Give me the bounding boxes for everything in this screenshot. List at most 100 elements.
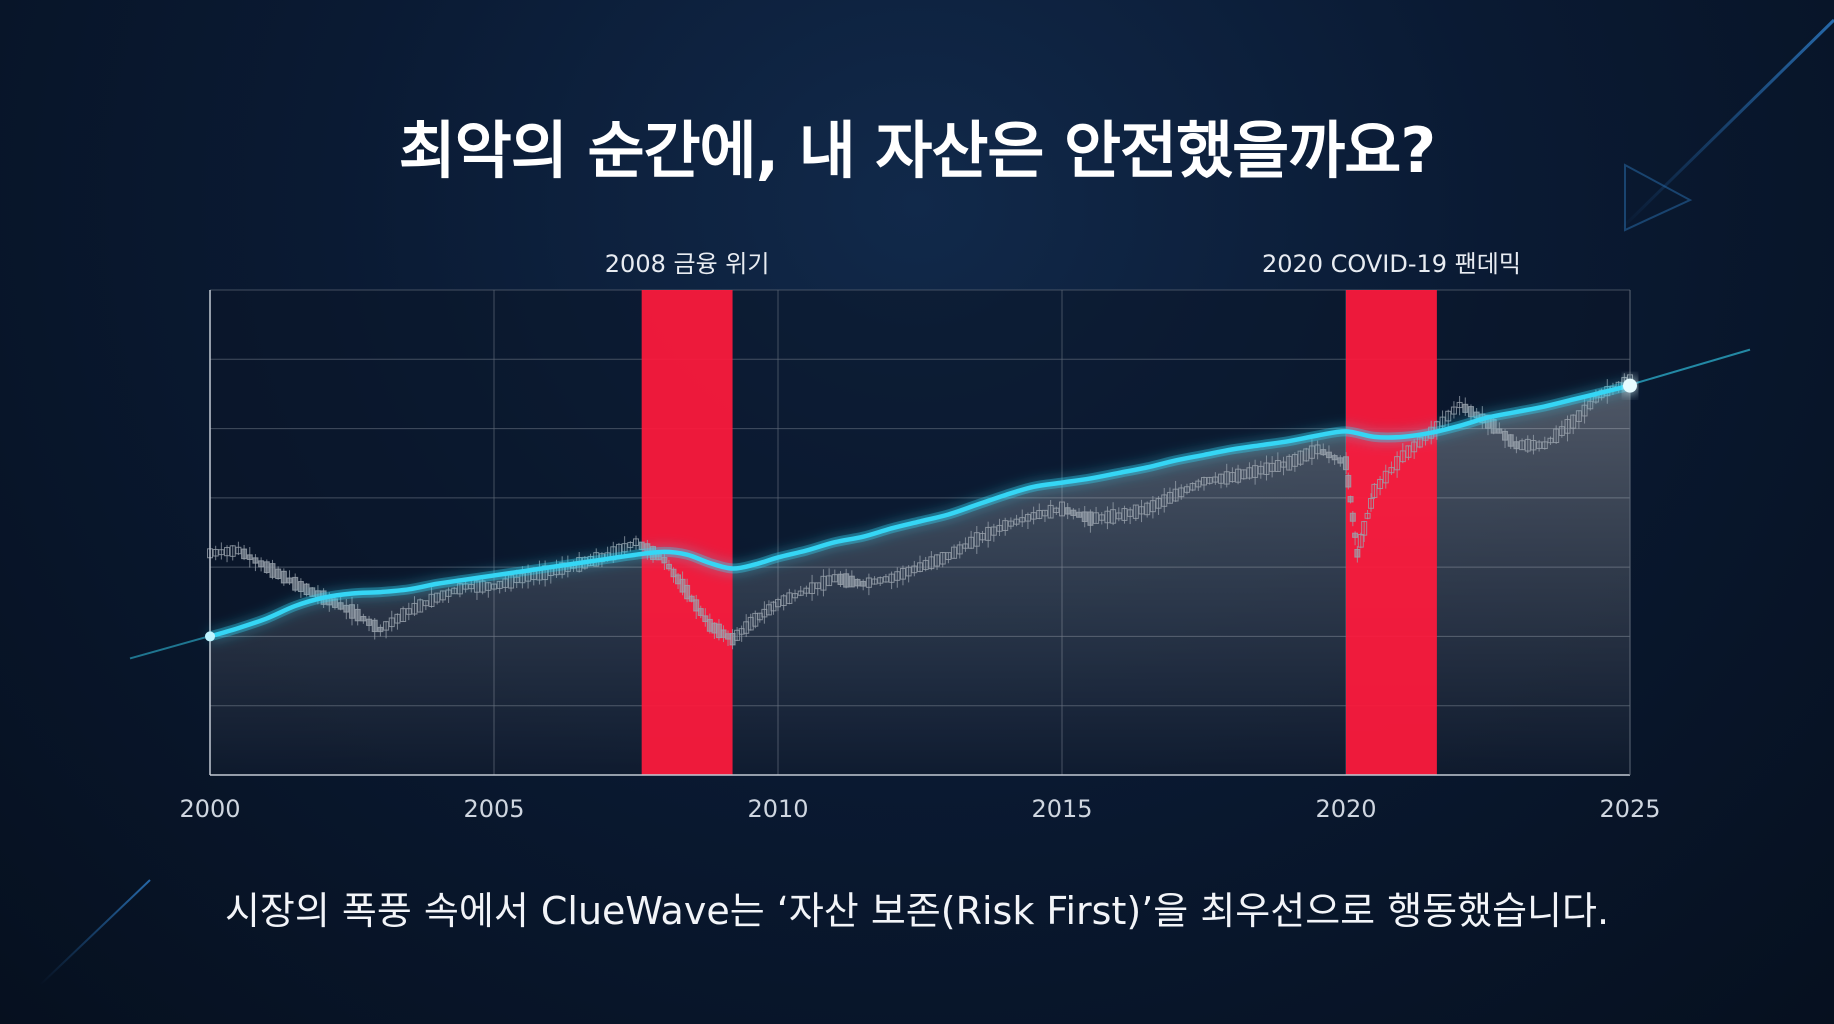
candle-body [371,619,378,633]
candle-body [1206,476,1213,484]
candle-body [1229,472,1236,483]
candle-body [911,565,918,574]
line-area-fill [210,385,1630,775]
candle-body [1201,477,1207,486]
candle-body [894,571,901,581]
candle-body [797,590,804,596]
candle-body [877,577,884,584]
candle-body [1280,461,1287,468]
candle-body [860,580,867,587]
candle-body [792,593,799,599]
x-tick-label: 2000 [179,795,241,823]
candle-body [445,589,452,597]
candle-body [831,574,838,583]
x-tick-label: 2025 [1599,795,1661,823]
candle-body [922,559,929,570]
candle-body [1246,467,1253,479]
candle-body [1030,512,1037,520]
candle-body [1257,465,1264,475]
candle-body [1411,441,1418,453]
candle-body [775,599,781,608]
candle-body [693,599,700,612]
end-point [1623,378,1637,393]
candle-body [1070,509,1077,516]
candle-body [1507,434,1514,447]
candle-body [1462,403,1469,413]
candle-body [670,568,677,578]
candle-body [882,576,889,583]
candle-body [1513,441,1520,450]
candle-body [633,538,639,546]
candle-body [411,602,418,615]
candle-body [803,587,810,594]
candle-body [1178,487,1185,498]
x-tick-label: 2005 [463,795,525,823]
candle-body [1274,459,1281,472]
candle-body [275,568,282,580]
candle-body [688,595,695,602]
candle-body [1104,510,1111,524]
candle-body [945,552,952,561]
candle-body [241,548,248,560]
candle-body [1581,404,1588,417]
candle-body [1337,457,1344,464]
candle-body [337,602,344,610]
candle-body [1371,483,1378,498]
candle-body [1524,438,1531,452]
candle-body [848,575,855,588]
crisis-label-2020: 2020 COVID-19 팬데믹 [1261,250,1521,278]
candle-body [1081,511,1088,523]
candle-body [1308,445,1315,459]
start-point [205,631,215,642]
candle-body [962,543,969,549]
candle-body [1172,488,1179,502]
candle-body [1364,512,1371,519]
candle-body [502,578,509,588]
candle-body [1303,448,1310,462]
candle-body [303,583,310,596]
candle-body [1291,454,1298,467]
candle-body [888,573,895,583]
candle-body [1564,418,1571,434]
candle-body [820,575,827,591]
candle-body [1349,512,1356,522]
candle-body [235,546,242,555]
candle-body [388,617,395,628]
candle-body [786,592,793,604]
candle-body [968,536,975,549]
candle-body [661,557,668,564]
candle-body [218,549,225,556]
candle-body [1357,533,1364,548]
candle-body [1547,437,1554,444]
candle-body [956,544,963,555]
candle-body [1399,450,1406,463]
candle-body [1019,517,1026,523]
candle-body [1053,507,1060,513]
candle-body [1098,514,1105,521]
candle-body [252,557,259,564]
candle-body [513,576,520,584]
candle-body [979,532,986,541]
candle-body [434,592,441,603]
candle-body [1189,483,1196,491]
candle-body [809,582,816,595]
candle-body [439,590,446,601]
candle-body [491,583,497,590]
candle-body [1394,456,1401,471]
candle-body [1132,504,1139,519]
candle-body [263,561,270,573]
candle-body [269,563,276,578]
candle-body [1235,468,1242,483]
candle-body [865,577,872,588]
candle-body [1286,455,1293,471]
candle-body [1530,439,1537,451]
candle-body [1013,518,1020,525]
candle-body [1496,428,1503,434]
candle-body [1450,406,1457,415]
candle-body [1536,441,1543,449]
candle-body [422,600,429,607]
candle-body [934,554,941,567]
candle-body [1223,471,1230,485]
candle-body [837,573,844,585]
